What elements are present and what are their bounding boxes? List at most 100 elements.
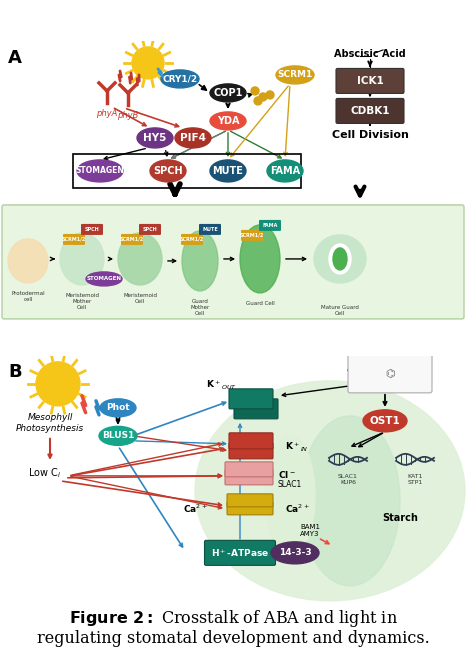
Ellipse shape bbox=[267, 160, 303, 182]
Circle shape bbox=[36, 362, 80, 406]
Text: Cl$^-$: Cl$^-$ bbox=[278, 469, 296, 481]
Text: SPCH: SPCH bbox=[85, 227, 99, 232]
Text: MUTE: MUTE bbox=[202, 227, 218, 232]
FancyBboxPatch shape bbox=[229, 389, 273, 409]
Ellipse shape bbox=[99, 426, 137, 445]
Ellipse shape bbox=[60, 233, 104, 285]
Ellipse shape bbox=[161, 70, 199, 88]
Text: H$^+$-ATPase: H$^+$-ATPase bbox=[211, 547, 269, 559]
FancyBboxPatch shape bbox=[139, 224, 161, 235]
Ellipse shape bbox=[195, 381, 465, 601]
Text: SPCH: SPCH bbox=[142, 227, 157, 232]
Text: STOMAGEN: STOMAGEN bbox=[76, 166, 124, 175]
FancyBboxPatch shape bbox=[225, 470, 273, 485]
Text: Ca$^{2+}$: Ca$^{2+}$ bbox=[285, 503, 310, 515]
Text: SLAC1
KUP6: SLAC1 KUP6 bbox=[338, 474, 358, 484]
Ellipse shape bbox=[182, 231, 218, 291]
Text: BAM1
AMY3: BAM1 AMY3 bbox=[300, 524, 320, 537]
Text: FAMA: FAMA bbox=[270, 166, 300, 176]
Text: PIF4: PIF4 bbox=[180, 133, 206, 143]
FancyBboxPatch shape bbox=[181, 234, 203, 245]
Ellipse shape bbox=[271, 542, 319, 564]
Text: B: B bbox=[8, 363, 21, 381]
Text: ICK1: ICK1 bbox=[357, 76, 383, 86]
Ellipse shape bbox=[150, 160, 186, 182]
Text: SCRM1/2: SCRM1/2 bbox=[120, 237, 144, 242]
Ellipse shape bbox=[300, 416, 400, 586]
Text: Phot: Phot bbox=[106, 404, 130, 412]
Ellipse shape bbox=[314, 235, 366, 283]
Ellipse shape bbox=[137, 128, 173, 148]
Text: 14-3-3: 14-3-3 bbox=[279, 548, 311, 557]
Text: K$^+$$_{IN}$: K$^+$$_{IN}$ bbox=[285, 441, 309, 454]
Text: SPCH: SPCH bbox=[153, 166, 183, 176]
FancyBboxPatch shape bbox=[225, 462, 273, 477]
Ellipse shape bbox=[210, 160, 246, 182]
Text: Starch: Starch bbox=[382, 513, 418, 523]
Ellipse shape bbox=[210, 112, 246, 130]
Text: Ca$^{2+}$: Ca$^{2+}$ bbox=[183, 503, 207, 515]
Ellipse shape bbox=[86, 272, 122, 286]
FancyBboxPatch shape bbox=[2, 205, 464, 319]
Text: Abscisic Acid: Abscisic Acid bbox=[334, 49, 406, 59]
Circle shape bbox=[254, 97, 262, 105]
Ellipse shape bbox=[175, 128, 211, 148]
FancyBboxPatch shape bbox=[205, 541, 276, 565]
Ellipse shape bbox=[100, 399, 136, 417]
FancyBboxPatch shape bbox=[229, 433, 273, 449]
Ellipse shape bbox=[329, 244, 351, 274]
Text: SLAC1: SLAC1 bbox=[278, 481, 302, 490]
Text: Protodermal
cell: Protodermal cell bbox=[11, 291, 45, 302]
Ellipse shape bbox=[77, 160, 123, 182]
FancyBboxPatch shape bbox=[348, 354, 432, 393]
FancyBboxPatch shape bbox=[81, 224, 103, 235]
Ellipse shape bbox=[240, 225, 280, 293]
Text: Meristemoid
Mother
Cell: Meristemoid Mother Cell bbox=[65, 293, 99, 310]
Circle shape bbox=[259, 93, 267, 101]
Text: Low C$_i$: Low C$_i$ bbox=[28, 466, 62, 480]
FancyBboxPatch shape bbox=[229, 443, 273, 459]
FancyBboxPatch shape bbox=[234, 399, 278, 419]
Ellipse shape bbox=[8, 239, 48, 283]
Text: Cell Division: Cell Division bbox=[332, 130, 409, 140]
Ellipse shape bbox=[333, 248, 347, 270]
Text: phyB: phyB bbox=[117, 111, 139, 120]
FancyBboxPatch shape bbox=[336, 98, 404, 123]
Text: Mature Guard
Cell: Mature Guard Cell bbox=[321, 305, 359, 316]
Text: OST1: OST1 bbox=[369, 416, 400, 426]
Text: $\bf{Figure\ 2:}$ Crosstalk of ABA and light in: $\bf{Figure\ 2:}$ Crosstalk of ABA and l… bbox=[69, 608, 398, 629]
Text: A: A bbox=[8, 49, 22, 67]
Text: STOMAGEN: STOMAGEN bbox=[86, 276, 121, 282]
Text: KAT1
STP1: KAT1 STP1 bbox=[407, 474, 423, 484]
Circle shape bbox=[266, 91, 274, 99]
Text: Mesophyll
Photosynthesis: Mesophyll Photosynthesis bbox=[16, 413, 84, 432]
FancyBboxPatch shape bbox=[121, 234, 143, 245]
FancyBboxPatch shape bbox=[227, 502, 273, 515]
FancyBboxPatch shape bbox=[227, 494, 273, 507]
Text: MUTE: MUTE bbox=[212, 166, 243, 176]
Text: Meristemoid
Cell: Meristemoid Cell bbox=[123, 293, 157, 304]
Text: SCRM1/2: SCRM1/2 bbox=[180, 237, 204, 242]
Ellipse shape bbox=[276, 66, 314, 84]
Text: Guard
Mother
Cell: Guard Mother Cell bbox=[191, 299, 210, 316]
Ellipse shape bbox=[363, 410, 407, 432]
Text: ⌬: ⌬ bbox=[385, 369, 395, 379]
Text: HY5: HY5 bbox=[143, 133, 167, 143]
Ellipse shape bbox=[210, 84, 246, 102]
Text: SCRM1: SCRM1 bbox=[277, 70, 312, 80]
Text: SCRM1/2: SCRM1/2 bbox=[240, 233, 264, 238]
Text: Guard Cell: Guard Cell bbox=[246, 301, 275, 306]
Text: phyA: phyA bbox=[96, 109, 118, 118]
Text: SCRM1/2: SCRM1/2 bbox=[62, 237, 86, 242]
Ellipse shape bbox=[118, 233, 162, 285]
Circle shape bbox=[251, 87, 259, 95]
FancyBboxPatch shape bbox=[199, 224, 221, 235]
FancyBboxPatch shape bbox=[63, 234, 85, 245]
Circle shape bbox=[132, 47, 164, 79]
FancyBboxPatch shape bbox=[241, 230, 263, 241]
Text: CDBK1: CDBK1 bbox=[350, 106, 390, 116]
FancyBboxPatch shape bbox=[336, 68, 404, 93]
Text: BLUS1: BLUS1 bbox=[102, 432, 134, 440]
Text: FAMA: FAMA bbox=[262, 223, 278, 228]
FancyBboxPatch shape bbox=[259, 220, 281, 231]
